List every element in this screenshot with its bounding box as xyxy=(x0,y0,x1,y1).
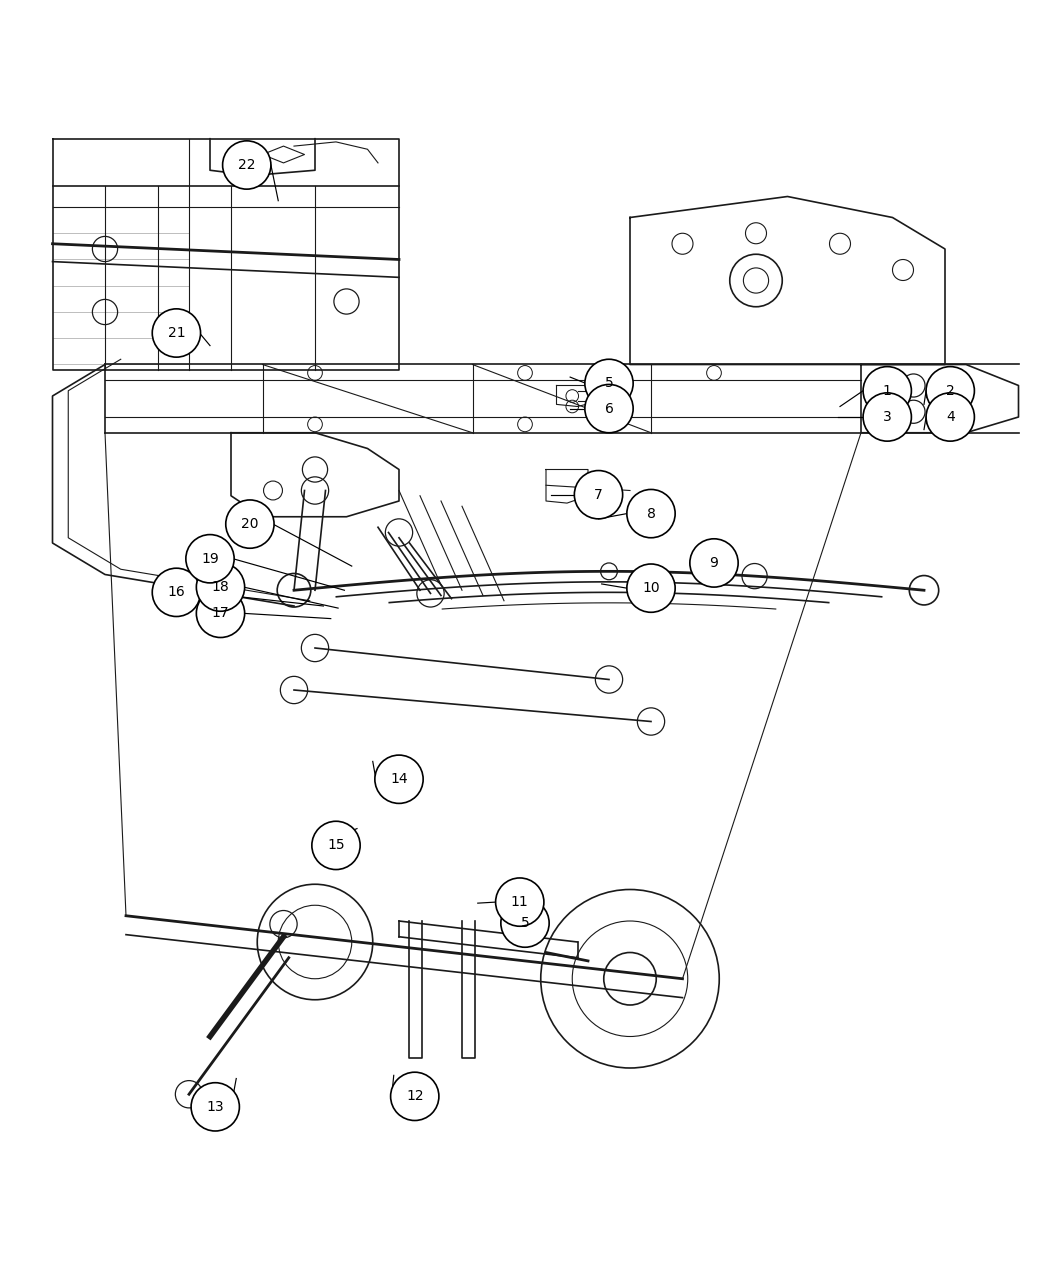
Text: 21: 21 xyxy=(168,326,185,340)
Text: 13: 13 xyxy=(207,1100,224,1114)
Circle shape xyxy=(604,952,656,1005)
Text: 2: 2 xyxy=(946,384,954,398)
Text: 16: 16 xyxy=(168,585,185,599)
Circle shape xyxy=(574,470,623,519)
Text: 10: 10 xyxy=(643,581,659,595)
Text: 3: 3 xyxy=(883,411,891,425)
Circle shape xyxy=(926,367,974,414)
Text: 12: 12 xyxy=(406,1089,423,1103)
Circle shape xyxy=(375,755,423,803)
Circle shape xyxy=(226,500,274,548)
Text: 11: 11 xyxy=(511,895,528,909)
Circle shape xyxy=(601,564,617,580)
Text: 4: 4 xyxy=(946,411,954,425)
Circle shape xyxy=(186,534,234,583)
Text: 5: 5 xyxy=(605,376,613,390)
Circle shape xyxy=(152,309,201,357)
Text: 14: 14 xyxy=(391,773,407,787)
Circle shape xyxy=(391,1072,439,1121)
Circle shape xyxy=(152,569,201,617)
Circle shape xyxy=(196,564,245,611)
Circle shape xyxy=(926,393,974,441)
Circle shape xyxy=(627,490,675,538)
Text: 8: 8 xyxy=(647,506,655,520)
Text: 22: 22 xyxy=(238,158,255,172)
Text: 5: 5 xyxy=(521,917,529,929)
Text: 7: 7 xyxy=(594,488,603,501)
Circle shape xyxy=(501,899,549,947)
Text: 9: 9 xyxy=(710,556,718,570)
Circle shape xyxy=(863,393,911,441)
Text: 18: 18 xyxy=(212,580,229,594)
Circle shape xyxy=(690,539,738,586)
Circle shape xyxy=(196,589,245,638)
Circle shape xyxy=(223,140,271,189)
Circle shape xyxy=(585,385,633,432)
Text: 19: 19 xyxy=(202,552,218,566)
Circle shape xyxy=(863,367,911,414)
Circle shape xyxy=(585,360,633,408)
Circle shape xyxy=(312,821,360,870)
Text: 17: 17 xyxy=(212,607,229,621)
Circle shape xyxy=(191,1082,239,1131)
Text: 15: 15 xyxy=(328,839,344,853)
Circle shape xyxy=(627,564,675,612)
Text: 6: 6 xyxy=(605,402,613,416)
Text: 1: 1 xyxy=(883,384,891,398)
Text: 20: 20 xyxy=(242,518,258,532)
Circle shape xyxy=(496,878,544,926)
